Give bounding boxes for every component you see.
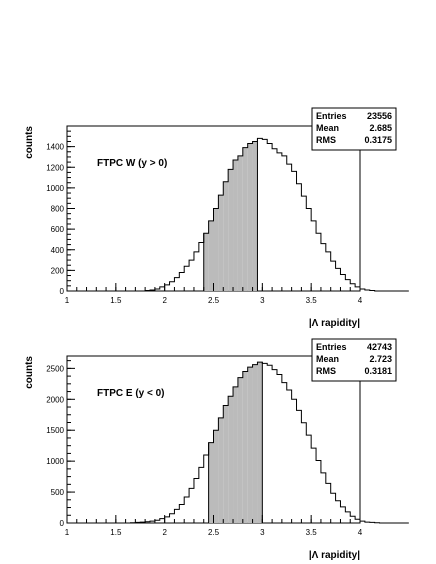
histogram-bin-shaded: [208, 442, 214, 523]
y-tick-label: 1200: [46, 163, 64, 172]
y-tick-label: 0: [60, 519, 65, 528]
histogram-bin-shaded: [218, 195, 224, 291]
x-tick-label: 1: [65, 528, 70, 537]
histogram-bin-shaded: [247, 367, 253, 523]
histogram-panel-ftpc-w: 1 1.5 2 2.5 3 3.5 4 0 200 400 600 800 1000 1200 1400 F…: [24, 107, 409, 329]
stats-box-frame: [311, 107, 397, 151]
stats-label: Entries: [316, 342, 347, 352]
x-tick-label: 2.5: [208, 296, 220, 305]
y-tick-label: 1400: [46, 143, 64, 152]
y-tick-label: 0: [60, 287, 65, 296]
x-tick-label: 4: [358, 296, 363, 305]
stats-label: RMS: [316, 366, 336, 376]
x-tick-label: 3.5: [306, 528, 318, 537]
y-axis-label: counts: [24, 126, 35, 159]
y-tick-label: 1000: [46, 184, 64, 193]
plot-annotation: FTPC E (y < 0): [97, 388, 165, 399]
histogram-bin-shaded: [228, 169, 234, 291]
histogram-bars: [67, 137, 409, 292]
histogram-bin-shaded: [233, 386, 238, 523]
stats-label: Mean: [316, 354, 339, 364]
y-tick-label: 200: [51, 266, 65, 275]
histogram-bin-shaded: [257, 362, 263, 523]
x-tick-label: 2: [162, 528, 167, 537]
stats-value: 23556: [367, 111, 392, 121]
histogram-bin-shaded: [218, 417, 224, 523]
stats-value: 0.3181: [364, 366, 392, 376]
x-axis-label: |Λ rapidity|: [309, 550, 360, 561]
histogram-bin-shaded: [242, 371, 248, 523]
stats-value: 0.3175: [364, 135, 392, 145]
y-tick-label: 2500: [46, 364, 64, 373]
histogram-panel-ftpc-e: 1 1.5 2 2.5 3 3.5 4 0 500 1000 1500 2000 2500 FTPC E…: [24, 338, 409, 561]
x-tick-label: 3: [260, 296, 265, 305]
stats-box: Entries 23556 Mean 2.685 RMS 0.3175: [311, 107, 397, 151]
x-axis-label: |Λ rapidity|: [309, 318, 360, 329]
x-tick-label: 1.5: [110, 528, 122, 537]
stats-box-frame: [311, 338, 397, 382]
y-tick-label: 800: [51, 205, 65, 214]
histogram-bin-shaded: [223, 181, 229, 291]
y-tick-label: 400: [51, 246, 65, 255]
stats-box: Entries 42743 Mean 2.723 RMS 0.3181: [311, 338, 397, 382]
stats-value: 42743: [367, 342, 392, 352]
y-tick-label: 600: [51, 225, 65, 234]
plot-annotation: FTPC W (y > 0): [97, 158, 167, 169]
histogram-outline: [67, 137, 409, 292]
histogram-bin-shaded: [228, 396, 234, 523]
stats-value: 2.685: [369, 123, 392, 133]
histogram-bin-shaded: [208, 220, 214, 291]
y-tick-label: 1000: [46, 457, 64, 466]
stats-label: Mean: [316, 123, 339, 133]
histogram-bin-shaded: [252, 141, 258, 291]
x-tick-label: 1: [65, 296, 70, 305]
stats-label: RMS: [316, 135, 336, 145]
x-tick-label: 3: [260, 528, 265, 537]
x-tick-label: 2: [162, 296, 167, 305]
histogram-bin-shaded: [242, 147, 248, 291]
y-tick-label: 2000: [46, 395, 64, 404]
axes: 1 1.5 2 2.5 3 3.5 4 0 200 400 600 800 1000 1200 1400: [46, 125, 363, 305]
histogram-bin-shaded: [203, 233, 209, 291]
histogram-bin-shaded: [213, 430, 219, 523]
histogram-outline: [67, 361, 409, 524]
y-tick-label: 500: [51, 488, 65, 497]
x-tick-label: 1.5: [110, 296, 122, 305]
histogram-bin-shaded: [213, 208, 219, 291]
y-axis-label: counts: [24, 356, 35, 389]
y-tick-label: 1500: [46, 426, 64, 435]
histogram-bin-shaded: [237, 155, 243, 291]
stats-value: 2.723: [369, 354, 392, 364]
x-tick-label: 2.5: [208, 528, 220, 537]
histogram-bin-shaded: [252, 364, 258, 523]
histogram-bin-shaded: [237, 377, 243, 523]
histogram-bin-shaded: [233, 160, 238, 291]
stats-label: Entries: [316, 111, 347, 121]
axes: 1 1.5 2 2.5 3 3.5 4 0 500 1000 1500 2000 2500: [46, 360, 363, 537]
histogram-bin-shaded: [247, 143, 253, 291]
x-tick-label: 4: [358, 528, 363, 537]
histogram-bars: [67, 361, 409, 524]
histogram-bin-shaded: [223, 405, 229, 523]
x-tick-label: 3.5: [306, 296, 318, 305]
